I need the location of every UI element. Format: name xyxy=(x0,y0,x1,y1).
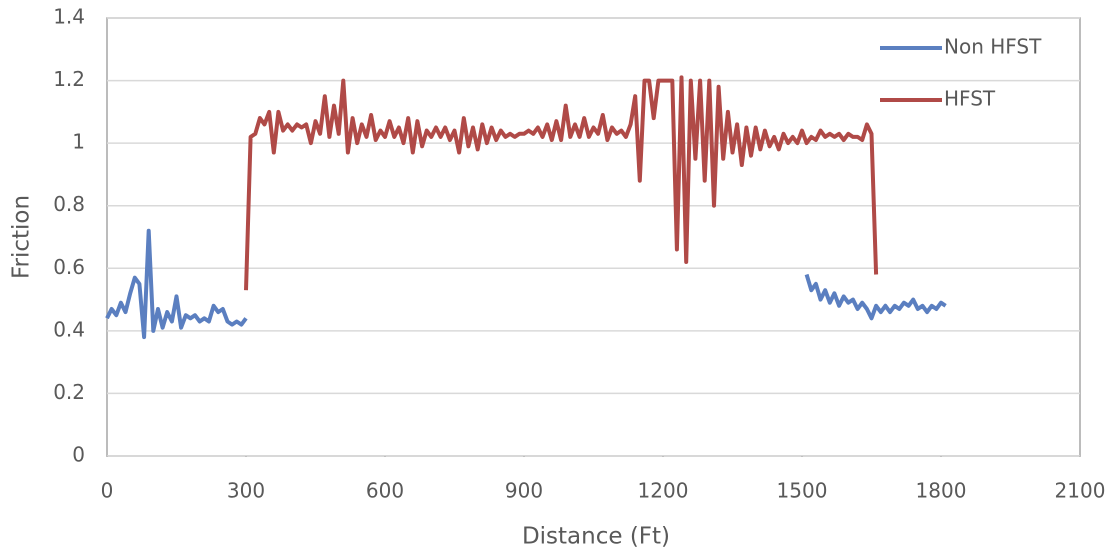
x-tick-label: 0 xyxy=(101,479,114,503)
series-line xyxy=(244,75,879,291)
x-tick-label: 1800 xyxy=(916,479,967,503)
x-tick-label: 600 xyxy=(366,479,404,503)
x-tick-label: 1200 xyxy=(638,479,689,503)
x-tick-label: 300 xyxy=(227,479,265,503)
x-tick-label: 2100 xyxy=(1055,479,1106,503)
y-tick-label: 1 xyxy=(72,130,85,154)
x-tick-label: 900 xyxy=(505,479,543,503)
y-tick-label: 0 xyxy=(72,443,85,467)
y-tick-label: 0.2 xyxy=(53,380,85,404)
x-axis-label: Distance (Ft) xyxy=(522,524,670,550)
legend-label: HFST xyxy=(944,87,996,111)
series-line xyxy=(105,228,947,340)
y-tick-label: 1.2 xyxy=(53,67,85,91)
y-tick-label: 1.4 xyxy=(53,5,85,29)
legend-label: Non HFST xyxy=(944,35,1042,59)
x-tick-label: 1500 xyxy=(777,479,828,503)
y-tick-label: 0.6 xyxy=(53,255,85,279)
y-tick-label: 0.4 xyxy=(53,317,85,341)
plot-frame xyxy=(106,17,1081,457)
y-tick-label: 0.8 xyxy=(53,192,85,216)
y-axis-label: Friction xyxy=(9,195,35,279)
